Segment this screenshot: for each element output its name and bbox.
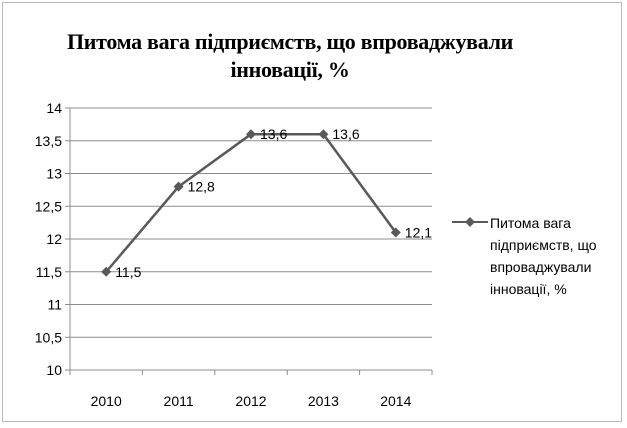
y-tick-label: 12,5 <box>35 198 62 214</box>
data-label: 12,1 <box>405 224 432 240</box>
y-tick-label: 10 <box>46 362 62 378</box>
x-tick-label: 2013 <box>308 393 339 409</box>
y-tick-label: 11,5 <box>36 264 62 280</box>
data-point-marker <box>101 266 112 277</box>
x-tick-label: 2011 <box>164 393 194 409</box>
axes <box>65 107 433 375</box>
legend-marker-icon <box>452 217 488 227</box>
data-label: 12,8 <box>188 179 215 195</box>
y-tick-labels: 10 10,5 11 11,5 12 12,5 13 13,5 14 <box>35 100 62 378</box>
gridlines <box>70 107 432 338</box>
data-point-marker <box>390 227 401 238</box>
y-tick-label: 10,5 <box>35 329 62 345</box>
series-line <box>105 132 397 273</box>
y-tick-label: 13 <box>46 166 62 182</box>
data-label: 13,6 <box>332 126 359 142</box>
data-point-marker <box>246 129 256 140</box>
data-point-marker <box>318 129 329 140</box>
y-tick-label: 11 <box>47 297 62 313</box>
data-labels: 11,5 12,8 13,6 13,6 12,1 <box>115 126 432 280</box>
series-layer <box>101 129 401 277</box>
data-label: 11,5 <box>115 264 141 280</box>
data-label: 13,6 <box>260 126 287 142</box>
chart-frame <box>2 2 622 422</box>
chart-title: Питома вага підприємств, що впроваджувал… <box>66 29 514 82</box>
data-point-marker <box>173 181 184 192</box>
y-tick-label: 12 <box>46 231 62 247</box>
x-tick-label: 2012 <box>235 393 266 409</box>
x-tick-label: 2014 <box>380 393 411 409</box>
legend-entry-label: Питома вага підприємств, що впроваджувал… <box>490 215 597 297</box>
y-tick-label: 14 <box>46 100 62 116</box>
y-tick-label: 13,5 <box>35 133 62 149</box>
x-tick-label: 2010 <box>91 393 122 409</box>
x-tick-labels: 2010 2011 2012 2013 2014 <box>91 393 412 409</box>
